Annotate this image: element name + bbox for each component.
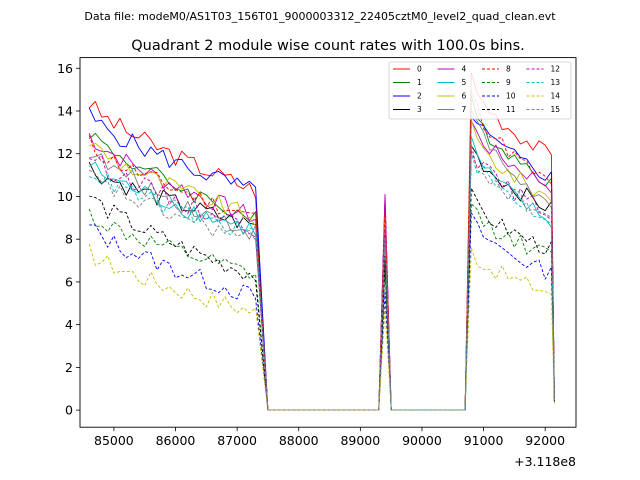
series-line-15 [88,143,555,411]
x-offset-label: +3.118e8 [514,454,576,469]
y-tick-label: 6 [65,274,73,289]
series-line-12 [89,150,555,411]
legend-label-10: 10 [506,92,516,101]
series-line-0 [88,72,555,411]
x-tick-label: 85000 [94,433,134,448]
series-line-4 [88,120,555,411]
legend-label-12: 12 [551,65,561,74]
x-tick-label: 86000 [156,433,196,448]
legend-label-4: 4 [462,65,467,74]
legend-label-0: 0 [417,65,422,74]
x-axis: 85000 86000 87000 88000 89000 90000 91000 92000 [94,427,565,448]
y-tick-label: 10 [57,189,73,204]
legend-label-15: 15 [551,105,561,114]
series-layer [88,72,555,411]
y-tick-label: 8 [65,232,73,247]
legend-box [388,61,572,120]
legend-label-9: 9 [506,78,511,87]
series-line-13 [89,152,555,411]
series-line-10 [89,212,555,411]
series-line-2 [88,107,555,411]
x-tick-label: 88000 [279,433,319,448]
y-tick-label: 14 [57,104,73,119]
series-line-6 [89,119,555,411]
x-tick-label: 87000 [217,433,257,448]
series-line-7 [89,109,555,411]
series-line-8 [88,91,555,411]
legend-label-1: 1 [417,78,422,87]
y-tick-label: 2 [65,360,73,375]
series-line-14 [88,243,555,411]
x-tick-label: 90000 [402,433,442,448]
legend-label-14: 14 [551,92,561,101]
legend-label-5: 5 [462,78,467,87]
plot-frame [79,57,577,428]
legend-label-3: 3 [417,105,422,114]
y-tick-label: 16 [57,61,73,76]
series-line-9 [88,203,555,411]
legend-label-13: 13 [551,78,561,87]
x-tick-label: 91000 [464,433,504,448]
chart-suptitle: Data file: modeM0/AS1T03_156T01_90000033… [84,10,556,23]
legend-label-8: 8 [506,65,511,74]
legend-label-2: 2 [417,92,422,101]
chart-title: Quadrant 2 module wise count rates with … [131,38,525,54]
legend-label-11: 11 [506,105,516,114]
y-tick-label: 4 [65,317,73,332]
x-tick-label: 92000 [525,433,565,448]
y-axis: 0 2 4 6 8 10 12 14 16 [57,61,80,418]
y-tick-label: 0 [65,403,73,418]
series-line-1 [88,94,555,411]
legend-label-6: 6 [462,92,467,101]
series-line-11 [89,187,555,411]
legend-label-7: 7 [462,105,467,114]
x-tick-label: 89000 [340,433,380,448]
y-tick-label: 12 [57,146,73,161]
series-line-3 [88,145,555,411]
